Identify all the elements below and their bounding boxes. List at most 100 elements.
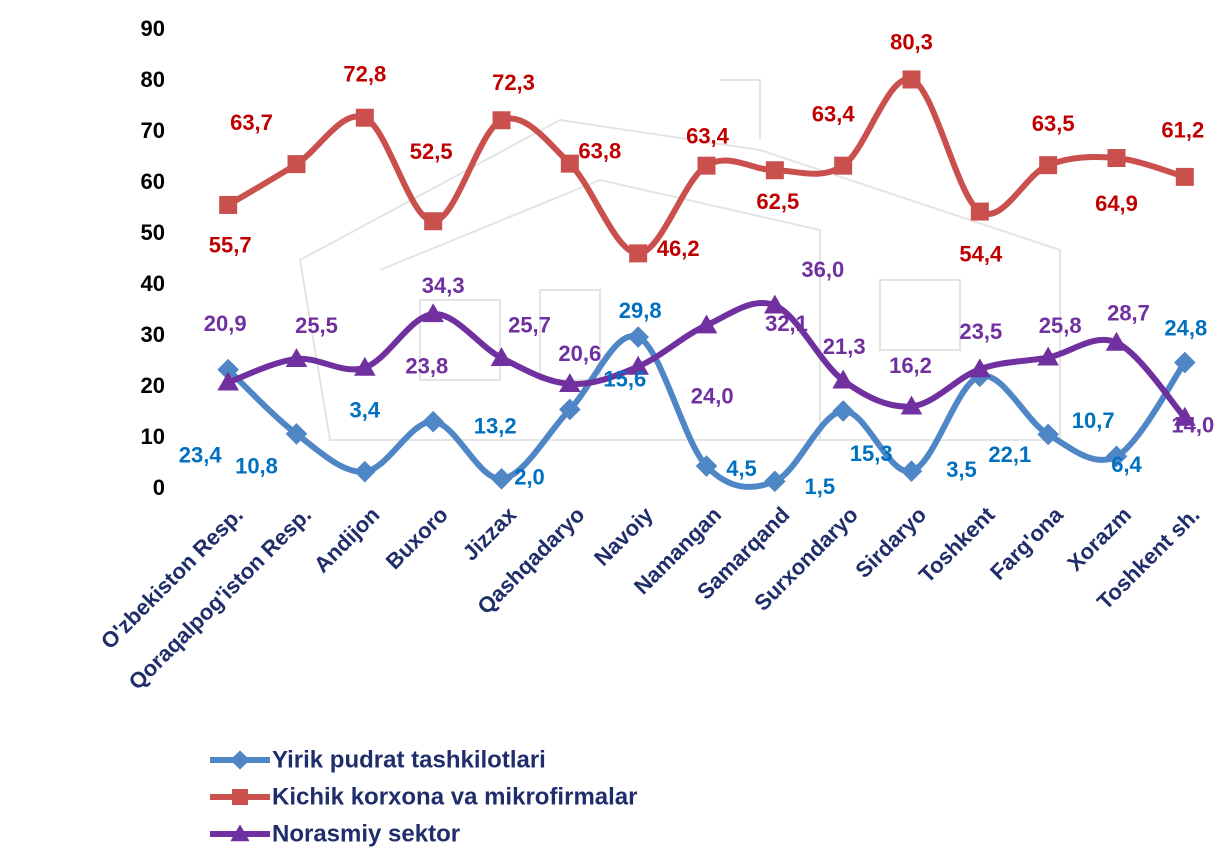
marker: [354, 460, 376, 483]
data-label: 29,8: [619, 298, 662, 323]
data-label: 25,5: [295, 313, 338, 338]
data-label: 63,7: [230, 110, 273, 135]
data-label: 15,6: [603, 366, 646, 391]
marker: [900, 460, 923, 482]
marker: [230, 750, 250, 770]
marker: [422, 303, 444, 323]
data-label: 46,2: [657, 236, 700, 261]
data-label: 14,0: [1171, 412, 1214, 437]
data-label: 25,8: [1039, 313, 1082, 338]
data-label: 20,6: [558, 341, 601, 366]
data-label: 52,5: [410, 139, 453, 164]
data-label: 10,7: [1072, 408, 1115, 433]
marker: [355, 108, 374, 127]
data-label: 16,2: [889, 353, 932, 378]
marker: [1175, 167, 1194, 186]
marker: [219, 195, 238, 214]
data-label: 15,3: [850, 441, 893, 466]
marker: [970, 202, 989, 221]
x-tick-label: Farg'ona: [985, 501, 1068, 584]
marker: [695, 314, 718, 334]
data-label: 63,5: [1032, 111, 1075, 136]
data-label: 22,1: [988, 442, 1031, 467]
data-label: 63,4: [812, 101, 856, 126]
legend-item: Yirik pudrat tashkilotlari: [210, 746, 546, 773]
data-label: 54,4: [959, 241, 1003, 266]
marker: [217, 371, 239, 391]
marker: [559, 398, 581, 421]
legend-label: Kichik korxona va mikrofirmalar: [272, 783, 637, 810]
data-label: 34,3: [422, 273, 465, 298]
marker: [285, 423, 308, 445]
marker: [627, 355, 649, 375]
data-label: 4,5: [726, 456, 757, 481]
legend-item: Norasmiy sektor: [210, 820, 460, 847]
marker: [695, 455, 718, 477]
x-tick-label: Navoiy: [589, 501, 658, 570]
marker: [832, 400, 854, 422]
marker: [559, 373, 581, 393]
data-label: 20,9: [204, 311, 247, 336]
data-label: 2,0: [514, 465, 545, 490]
data-label: 24,0: [691, 383, 734, 408]
marker: [832, 369, 854, 389]
marker: [230, 824, 250, 842]
data-label: 72,8: [343, 62, 386, 87]
y-tick-label: 80: [141, 67, 165, 92]
legend-label: Norasmiy sektor: [272, 820, 460, 847]
x-tick-label: Jizzax: [458, 501, 522, 565]
data-label: 63,4: [686, 123, 730, 148]
data-label: 3,5: [946, 457, 977, 482]
y-tick-label: 40: [141, 271, 165, 296]
marker: [765, 161, 784, 180]
marker: [1105, 445, 1128, 468]
marker: [764, 470, 786, 493]
data-label: 63,8: [578, 138, 621, 163]
data-label: 80,3: [890, 29, 933, 54]
y-tick-label: 90: [141, 16, 165, 41]
marker: [490, 347, 513, 367]
marker: [1105, 331, 1128, 351]
marker: [354, 356, 376, 376]
data-label: 64,9: [1095, 191, 1138, 216]
marker: [1037, 423, 1059, 446]
data-label: 55,7: [209, 233, 252, 258]
marker: [1039, 156, 1058, 175]
y-tick-label: 20: [141, 373, 165, 398]
y-tick-label: 0: [153, 475, 165, 500]
marker: [424, 212, 443, 231]
y-tick-label: 70: [141, 118, 165, 143]
marker: [1174, 406, 1196, 426]
marker: [629, 244, 648, 263]
marker: [217, 358, 239, 381]
marker: [834, 156, 853, 175]
marker: [902, 70, 921, 89]
marker: [287, 155, 306, 174]
legend-item: Kichik korxona va mikrofirmalar: [210, 783, 637, 810]
data-label: 13,2: [474, 413, 517, 438]
y-tick-label: 10: [141, 424, 165, 449]
data-label: 25,7: [508, 313, 551, 338]
y-tick-label: 60: [141, 169, 165, 194]
data-label: 6,4: [1111, 452, 1142, 477]
y-tick-label: 30: [141, 322, 165, 347]
marker: [627, 326, 649, 348]
x-tick-label: Andijon: [309, 502, 385, 578]
data-label: 23,8: [405, 353, 448, 378]
data-label: 28,7: [1107, 300, 1150, 325]
marker: [492, 111, 511, 130]
marker: [490, 468, 513, 490]
data-label: 32,1: [765, 311, 808, 336]
data-label: 23,4: [179, 442, 223, 467]
marker: [969, 358, 991, 378]
x-tick-label: Buxoro: [381, 502, 453, 574]
x-tick-label: Toshkent: [914, 501, 1000, 587]
marker: [764, 294, 786, 314]
data-label: 3,4: [350, 397, 381, 422]
data-label: 62,5: [756, 189, 799, 214]
data-label: 24,8: [1164, 315, 1207, 340]
data-label: 21,3: [823, 334, 866, 359]
marker: [1037, 346, 1059, 366]
marker: [422, 410, 444, 433]
